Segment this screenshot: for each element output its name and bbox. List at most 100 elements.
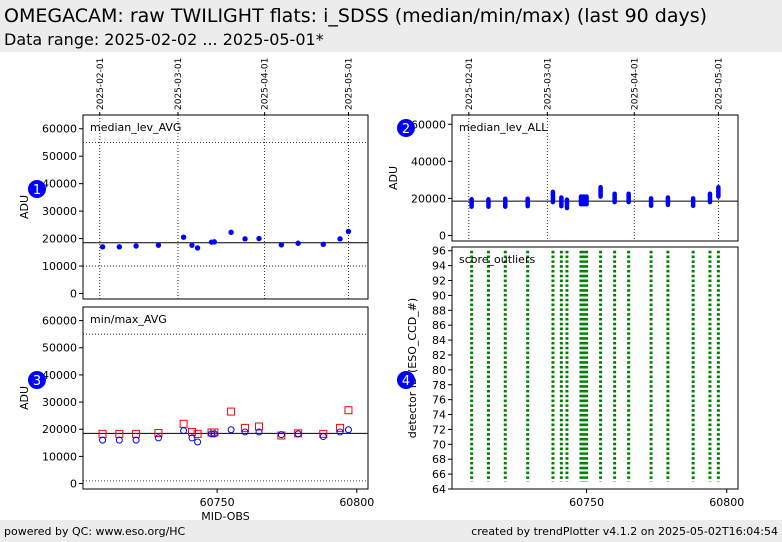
- panel-3-plot-area: [83, 333, 368, 482]
- footer-credit: powered by QC: www.eso.org/HC: [4, 525, 186, 538]
- data-point: [295, 240, 301, 246]
- y-tick-label: 20000: [42, 233, 77, 246]
- panel-1-plot-area: [83, 115, 368, 299]
- y-axis-label: detector ID (ESO_CCD_#): [406, 298, 419, 438]
- panel-marker-number: 1: [33, 183, 41, 198]
- min-point: [210, 430, 218, 438]
- date-tick-label: 2025-04-01: [630, 58, 640, 110]
- page-title: OMEGACAM: raw TWILIGHT flats: i_SDSS (me…: [4, 5, 708, 27]
- panel-marker-badge: [397, 119, 415, 137]
- max-point: [336, 423, 345, 432]
- date-tick-label: 2025-05-01: [714, 58, 724, 110]
- panel-1-frame: [82, 114, 369, 300]
- panel-4-plot-area: [470, 250, 720, 482]
- y-tick-label: 82: [432, 349, 446, 362]
- panel-marker-badge: [28, 180, 46, 198]
- max-point: [227, 407, 236, 416]
- date-tick-label: 2025-02-01: [465, 58, 475, 110]
- max-point: [344, 406, 353, 415]
- y-tick-label: 50000: [42, 150, 77, 163]
- y-tick-label: 70: [432, 438, 446, 451]
- min-point: [180, 427, 188, 435]
- y-tick-label: 60000: [42, 123, 77, 136]
- y-tick-label: 20000: [42, 423, 77, 436]
- x-tick-label: 60800: [709, 496, 744, 509]
- data-range-subtitle: Data range: 2025-02-02 ... 2025-05-01*: [4, 30, 324, 49]
- min-point: [227, 426, 235, 434]
- min-point: [208, 430, 216, 438]
- y-tick-label: 90: [432, 289, 446, 302]
- panel-marker-number: 2: [402, 122, 410, 137]
- data-point: [278, 242, 285, 248]
- y-tick-label: 68: [432, 453, 446, 466]
- y-axis-label: ADU: [18, 195, 31, 219]
- y-tick-label: 96: [432, 245, 446, 258]
- panel-label: median_lev_ALL: [459, 121, 548, 134]
- min-point: [154, 434, 162, 442]
- y-tick-label: 0: [70, 288, 77, 301]
- panel-marker-badge: [28, 371, 46, 389]
- y-tick-label: 30000: [42, 205, 77, 218]
- y-tick-label: 30000: [42, 396, 77, 409]
- data-point: [345, 228, 352, 235]
- max-point: [187, 427, 196, 436]
- y-tick-label: 60000: [411, 118, 446, 131]
- y-tick-label: 72: [432, 423, 446, 436]
- min-point: [241, 428, 249, 436]
- max-point: [154, 429, 163, 438]
- data-point: [242, 236, 248, 242]
- panel-marker-number: 4: [402, 374, 410, 389]
- min-point: [294, 430, 302, 438]
- y-tick-label: 60000: [42, 315, 77, 328]
- min-point: [336, 428, 344, 436]
- y-tick-label: 0: [439, 229, 446, 242]
- panel-2-frame: [451, 114, 739, 242]
- min-point: [99, 436, 107, 444]
- date-tick-label: 2025-03-01: [174, 58, 184, 110]
- data-point: [320, 241, 326, 248]
- min-point: [344, 426, 352, 434]
- data-point: [211, 239, 218, 245]
- date-tick-label: 2025-03-01: [543, 58, 553, 110]
- data-point: [228, 229, 234, 235]
- panel-4-frame: [451, 246, 739, 490]
- trend-plot: 0 10000 20000 30000 40000 50000 60000 2025-02-0…: [18, 58, 744, 520]
- y-tick-label: 66: [432, 468, 446, 481]
- panel-3-frame: [82, 306, 369, 490]
- y-tick-label: 94: [432, 260, 446, 273]
- data-point: [116, 244, 123, 250]
- y-tick-label: 86: [432, 319, 446, 332]
- y-tick-label: 10000: [42, 260, 77, 273]
- max-point: [255, 422, 264, 431]
- y-axis-label: ADU: [387, 166, 400, 190]
- date-tick-label: 2025-02-01: [96, 58, 106, 110]
- max-point: [132, 429, 141, 438]
- date-tick-label: 2025-05-01: [344, 58, 354, 110]
- max-point: [319, 429, 328, 438]
- y-tick-label: 84: [432, 334, 446, 347]
- y-tick-label: 76: [432, 394, 446, 407]
- date-tick-label: 2025-04-01: [261, 58, 271, 110]
- y-tick-label: 40000: [42, 178, 77, 191]
- panel-marker-number: 3: [33, 374, 41, 389]
- data-point: [189, 242, 195, 248]
- y-tick-label: 20000: [411, 192, 446, 205]
- y-tick-label: 88: [432, 304, 446, 317]
- footer-created: created by trendPlotter v4.1.2 on 2025-0…: [471, 525, 778, 538]
- y-tick-label: 50000: [42, 342, 77, 355]
- max-point: [193, 429, 202, 438]
- data-point: [99, 244, 106, 250]
- data-point: [180, 234, 187, 240]
- max-point: [241, 423, 250, 432]
- max-point: [115, 429, 124, 438]
- y-tick-label: 64: [432, 483, 446, 496]
- y-axis-label: ADU: [18, 386, 31, 410]
- max-point: [179, 419, 188, 428]
- min-point: [277, 431, 285, 439]
- x-tick-label: 60750: [569, 496, 604, 509]
- y-tick-label: 10000: [42, 450, 77, 463]
- min-point: [188, 434, 196, 442]
- data-point: [194, 245, 201, 251]
- data-point: [337, 236, 343, 242]
- panel-2-plot-area: [452, 115, 738, 241]
